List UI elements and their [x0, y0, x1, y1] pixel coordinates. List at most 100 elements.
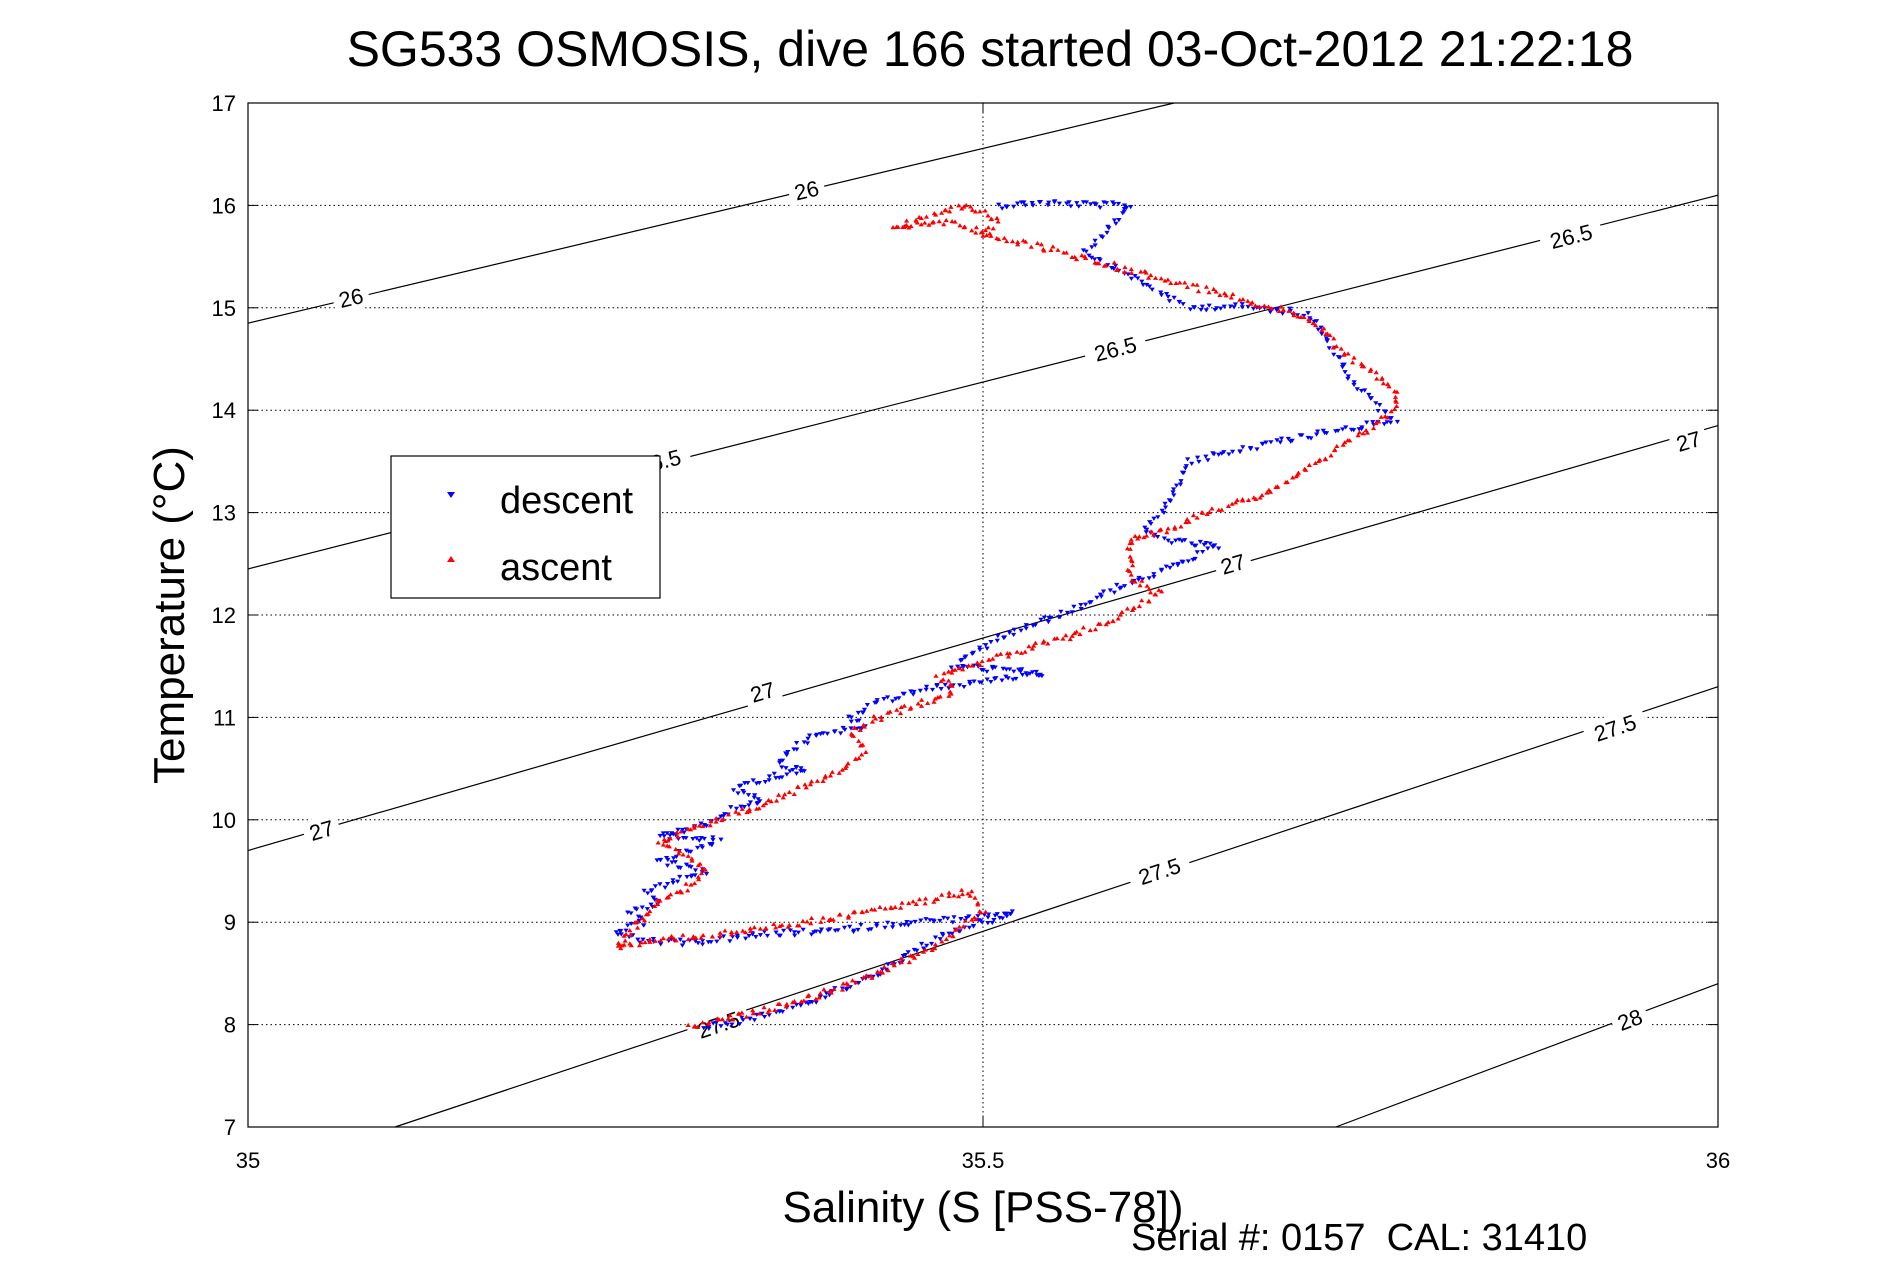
ascent-point [918, 222, 924, 227]
descent-point [694, 836, 700, 841]
ascent-point [946, 693, 952, 698]
descent-point [874, 924, 880, 929]
ascent-point [983, 232, 990, 238]
ascent-point [808, 921, 814, 926]
ascent-point [641, 918, 648, 923]
descent-point [1151, 516, 1157, 521]
descent-point [1214, 306, 1220, 311]
descent-point [1074, 201, 1080, 206]
ascent-point [1122, 269, 1128, 274]
descent-point [1319, 332, 1325, 337]
descent-point [1287, 306, 1293, 311]
descent-point [1205, 458, 1211, 463]
ascent-point [1392, 406, 1398, 412]
descent-point [1056, 615, 1062, 620]
descent-point [858, 922, 864, 928]
ascent-point [1152, 592, 1158, 597]
ascent-point [891, 963, 897, 968]
ascent-point [898, 704, 904, 710]
descent-point [992, 665, 998, 670]
ascent-point [1165, 526, 1171, 531]
ascent-point [959, 887, 965, 892]
descent-point [885, 962, 891, 967]
descent-point [1354, 387, 1360, 392]
ascent-point [916, 897, 923, 902]
ascent-point [1323, 331, 1329, 337]
ascent-point [1284, 479, 1290, 484]
ascent-point [765, 797, 772, 803]
descent-point [805, 1001, 811, 1007]
ascent-point [1117, 612, 1123, 617]
descent-point [794, 740, 800, 746]
ascent-point [1007, 651, 1013, 656]
descent-point [1230, 449, 1236, 454]
ascent-point [808, 915, 815, 920]
descent-point [696, 838, 702, 843]
ascent-point [963, 202, 969, 208]
ascent-point [839, 987, 846, 992]
tick-marks [247, 102, 1719, 1128]
ascent-point [859, 752, 865, 757]
descent-point [1082, 602, 1089, 607]
ascent-point [763, 800, 769, 806]
ascent-point [985, 225, 991, 230]
descent-point [1247, 446, 1254, 451]
descent-point [1394, 419, 1401, 425]
ascent-point [1080, 625, 1087, 630]
descent-point [983, 643, 989, 648]
descent-point [874, 698, 880, 703]
descent-point [1187, 307, 1194, 312]
ascent-point [746, 806, 753, 812]
ascent-point [1128, 537, 1134, 542]
ascent-point [826, 917, 832, 922]
descent-point [1006, 630, 1013, 636]
ascent-point [695, 862, 701, 868]
y-tick-label: 11 [213, 705, 236, 730]
descent-point [1341, 362, 1347, 367]
ascent-point [1018, 650, 1025, 655]
descent-point [923, 917, 929, 922]
density-contour-line [247, 102, 1175, 324]
descent-point [658, 942, 664, 947]
descent-point [1158, 293, 1165, 298]
ascent-point [945, 678, 952, 683]
descent-point [931, 919, 937, 924]
ascent-point [845, 761, 851, 766]
descent-point [710, 835, 716, 840]
descent-point [1120, 211, 1126, 216]
ascent-point [861, 974, 867, 980]
descent-point [613, 930, 619, 935]
ascent-point [807, 782, 814, 787]
ascent-point [677, 888, 683, 894]
descent-point [901, 691, 907, 697]
descent-point [1216, 452, 1222, 457]
ascent-point [1245, 298, 1251, 303]
ascent-point [757, 1011, 763, 1016]
ascent-point [1211, 286, 1217, 291]
ascent-point [967, 893, 973, 898]
descent-point [736, 784, 743, 789]
ascent-point [623, 931, 629, 937]
ascent-point [1333, 344, 1339, 349]
ascent-point [1022, 649, 1028, 654]
ascent-point [973, 230, 979, 235]
ascent-point [1130, 563, 1136, 568]
descent-point [650, 937, 656, 942]
descent-point [977, 647, 983, 653]
descent-point [1064, 610, 1071, 616]
descent-point [688, 874, 694, 879]
ascent-point [700, 823, 706, 829]
descent-point [1165, 538, 1171, 543]
ascent-point [918, 703, 925, 708]
descent-point [1083, 200, 1090, 205]
descent-point [773, 776, 779, 781]
descent-point [1260, 441, 1266, 446]
descent-point [985, 921, 991, 926]
ascent-point [986, 657, 992, 662]
descent-point [1318, 325, 1324, 330]
descent-point [664, 831, 670, 836]
ascent-point [678, 829, 684, 834]
descent-point [984, 646, 990, 651]
ascent-point [1137, 583, 1143, 588]
